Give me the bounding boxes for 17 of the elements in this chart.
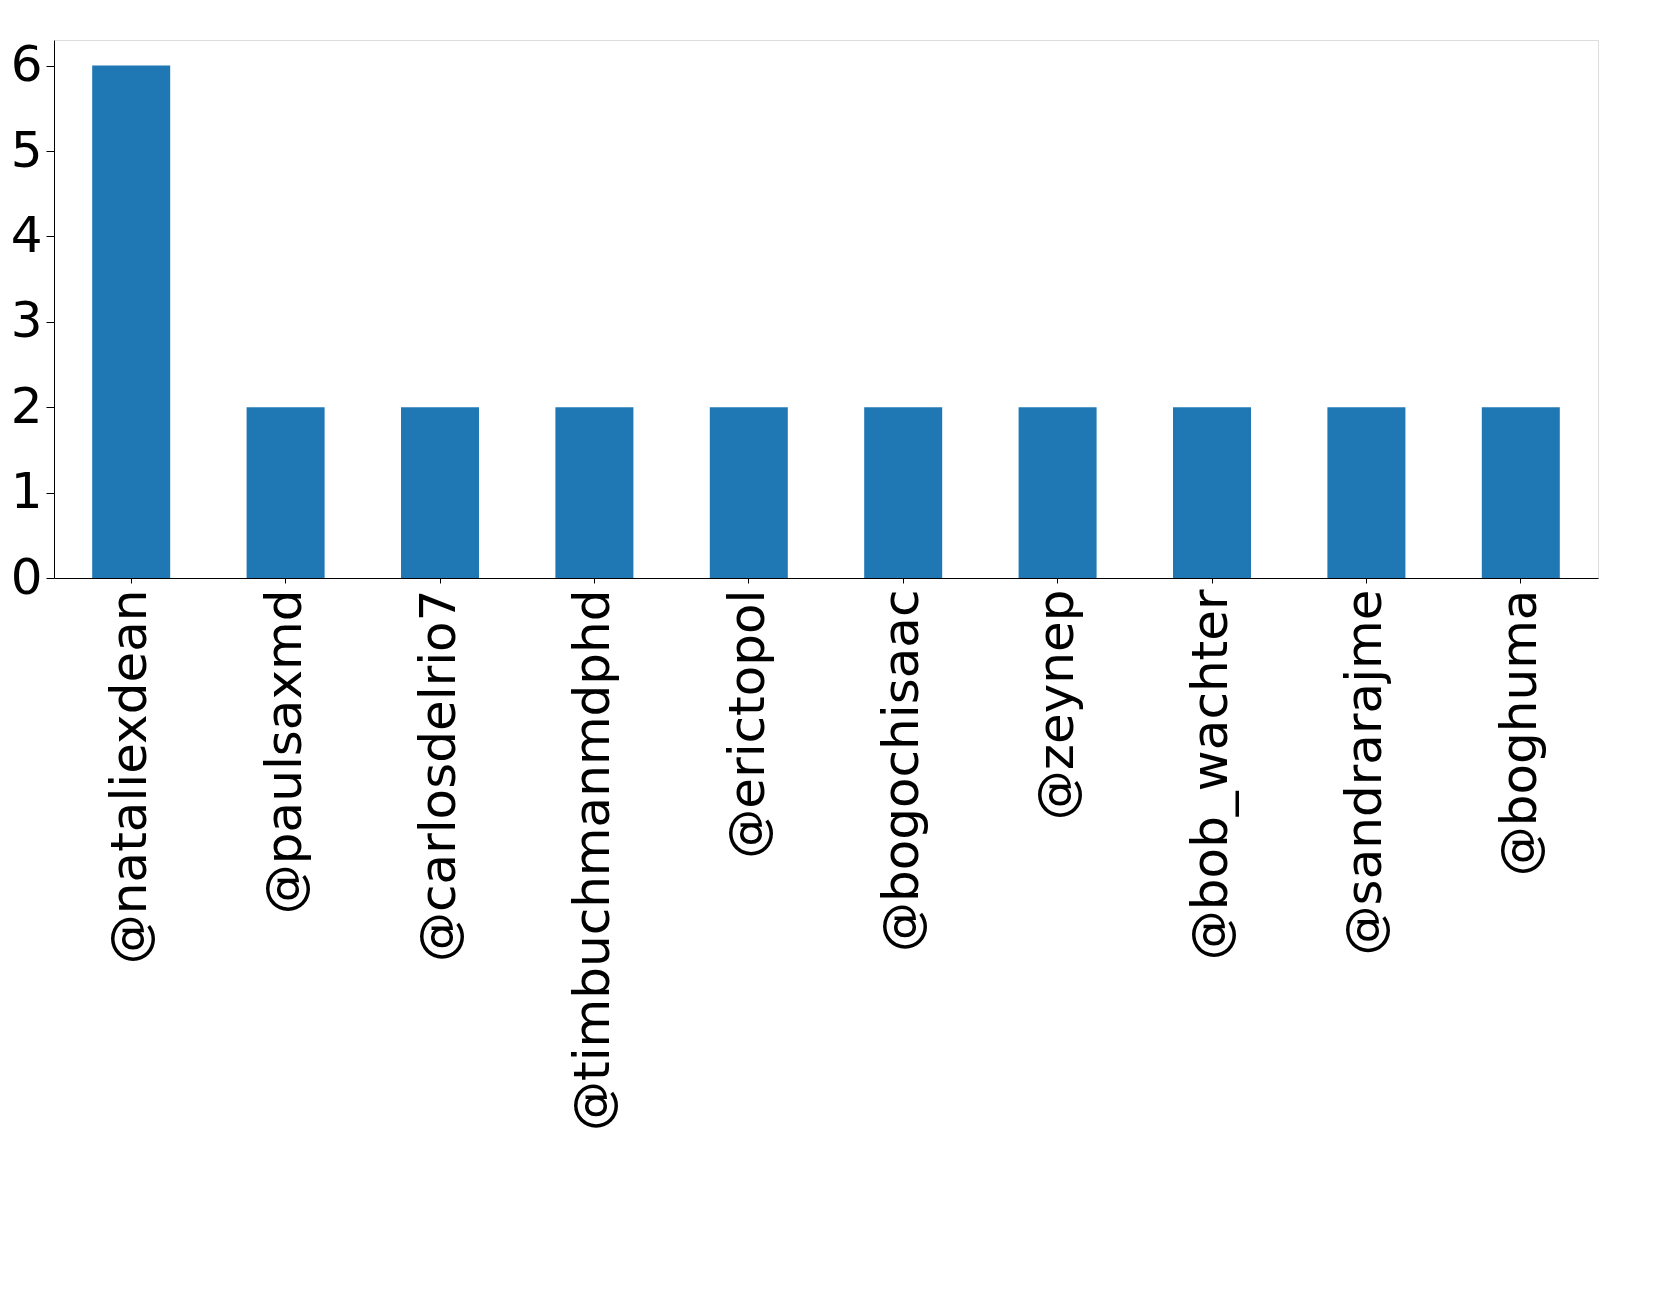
y-tick-label: 4: [10, 205, 43, 264]
x-tick-label: @sandrarajme: [1335, 589, 1394, 956]
x-tick-label: @zeynep: [1026, 589, 1085, 821]
y-tick-label: 3: [10, 291, 43, 350]
x-tick-label: @timbuchmanmdphd: [563, 589, 622, 1131]
y-tick-label: 5: [10, 120, 43, 179]
x-tick-label: @carlosdelrio7: [409, 589, 467, 962]
y-tick-label: 0: [10, 547, 43, 606]
y-tick-label: 2: [10, 376, 43, 435]
x-tick-label: @boghuma: [1489, 589, 1548, 877]
x-tick-label: @paulsaxmd: [254, 589, 313, 915]
x-tick-label: @nataliexdean: [100, 589, 159, 965]
x-tick-label: @bob_wachter: [1181, 589, 1239, 961]
x-tick-label: @bogochisaac: [872, 589, 931, 953]
x-tick-label: @erictopol: [717, 589, 776, 859]
y-tick-label: 6: [10, 35, 43, 94]
y-tick-label: 1: [10, 462, 43, 521]
